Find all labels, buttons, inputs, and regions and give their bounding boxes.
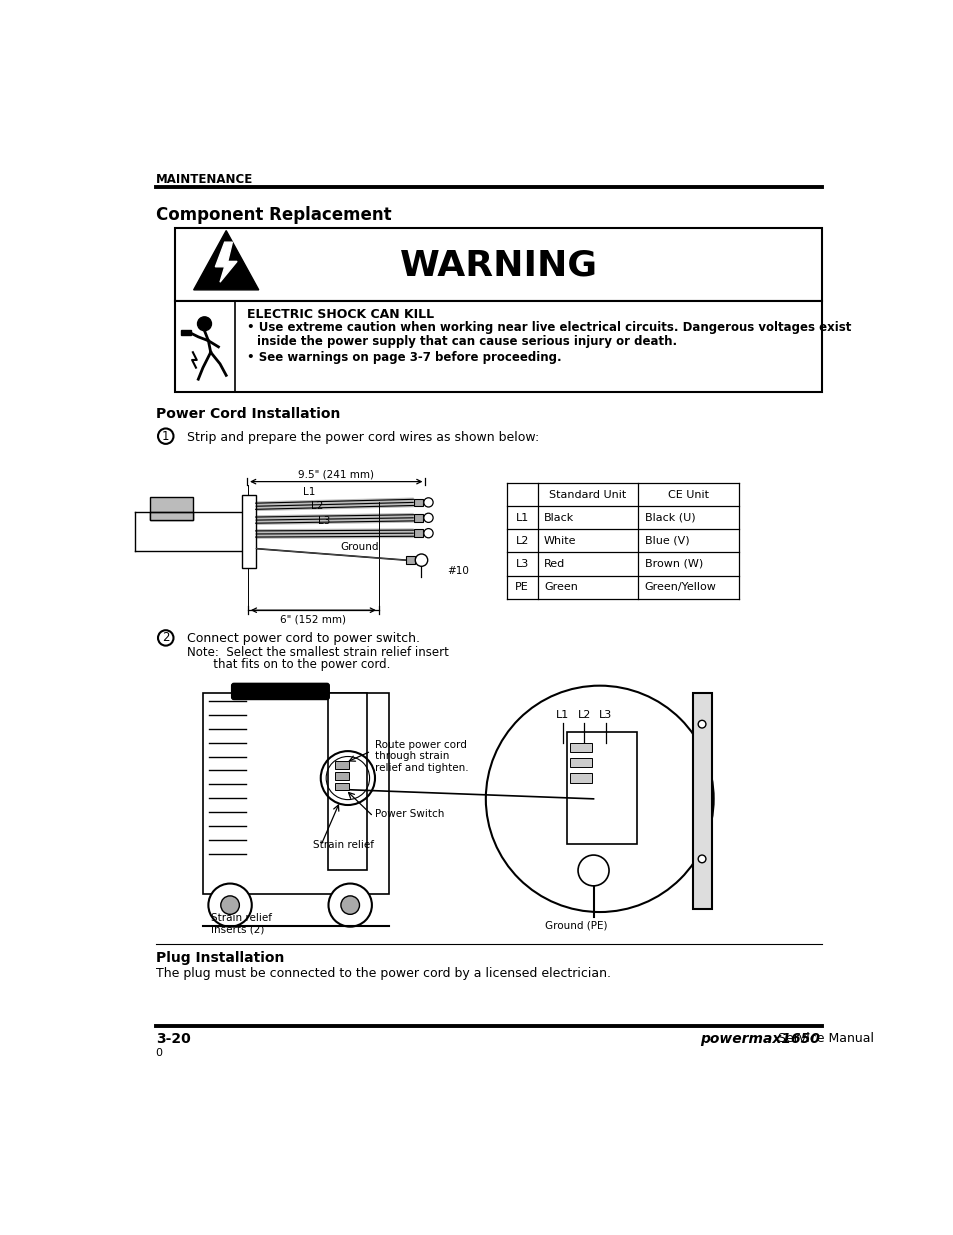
Text: L2: L2	[577, 710, 590, 720]
Text: that fits on to the power cord.: that fits on to the power cord.	[187, 658, 391, 671]
Text: Ground (PE): Ground (PE)	[545, 920, 607, 930]
Polygon shape	[193, 231, 258, 290]
Text: L3: L3	[318, 516, 331, 526]
Text: 0: 0	[155, 1047, 163, 1057]
Text: #10: #10	[447, 567, 469, 577]
Circle shape	[423, 529, 433, 537]
FancyBboxPatch shape	[232, 683, 329, 699]
Circle shape	[415, 555, 427, 567]
Circle shape	[578, 855, 608, 885]
Text: Connect power cord to power switch.: Connect power cord to power switch.	[187, 632, 420, 645]
Text: Green/Yellow: Green/Yellow	[644, 582, 716, 592]
Circle shape	[423, 514, 433, 522]
Bar	[150, 511, 193, 520]
Text: Red: Red	[543, 559, 564, 569]
Text: Brown (W): Brown (W)	[644, 559, 702, 569]
Text: Blue (V): Blue (V)	[644, 536, 689, 546]
Text: L1: L1	[515, 513, 528, 522]
Text: WARNING: WARNING	[399, 248, 598, 283]
Text: The plug must be connected to the power cord by a licensed electrician.: The plug must be connected to the power …	[155, 967, 610, 981]
Text: Black: Black	[543, 513, 574, 522]
Bar	[150, 496, 193, 520]
Text: 9.5" (241 mm): 9.5" (241 mm)	[298, 469, 374, 479]
Circle shape	[197, 317, 212, 331]
Text: Service Manual: Service Manual	[769, 1032, 873, 1045]
Text: powermax1650: powermax1650	[700, 1032, 820, 1046]
Text: L2: L2	[515, 536, 528, 546]
Bar	[328, 693, 367, 871]
Text: Power Cord Installation: Power Cord Installation	[155, 406, 339, 421]
Bar	[174, 227, 821, 300]
Text: L3: L3	[515, 559, 528, 569]
Text: Green: Green	[543, 582, 578, 592]
Bar	[174, 300, 821, 391]
Text: L1: L1	[303, 487, 315, 496]
Bar	[203, 693, 389, 894]
Bar	[414, 514, 422, 521]
Text: L3: L3	[598, 710, 612, 720]
Circle shape	[328, 883, 372, 926]
Text: L2: L2	[311, 501, 323, 511]
Bar	[335, 772, 348, 779]
Circle shape	[220, 895, 239, 914]
Circle shape	[340, 895, 359, 914]
Text: Ground: Ground	[340, 542, 378, 552]
Bar	[181, 330, 191, 336]
Text: 2: 2	[162, 631, 170, 645]
Text: Power Switch: Power Switch	[375, 809, 444, 819]
Text: 6" (152 mm): 6" (152 mm)	[280, 614, 346, 624]
Text: CE Unit: CE Unit	[668, 490, 709, 500]
Text: PE: PE	[515, 582, 529, 592]
Bar	[406, 556, 415, 564]
Bar	[570, 742, 592, 752]
Bar	[570, 758, 592, 767]
Text: Black (U): Black (U)	[644, 513, 695, 522]
Circle shape	[485, 685, 713, 911]
Text: 3-20: 3-20	[155, 1032, 191, 1046]
Polygon shape	[215, 242, 236, 282]
Bar	[241, 495, 255, 568]
Bar	[414, 530, 422, 537]
Circle shape	[208, 883, 252, 926]
Text: Note:  Select the smallest strain relief insert: Note: Select the smallest strain relief …	[187, 646, 449, 658]
Bar	[567, 732, 637, 844]
Text: • Use extreme caution when working near live electrical circuits. Dangerous volt: • Use extreme caution when working near …	[247, 321, 851, 333]
Text: inside the power supply that can cause serious injury or death.: inside the power supply that can cause s…	[257, 335, 677, 347]
Bar	[414, 499, 422, 506]
Circle shape	[423, 498, 433, 508]
Bar	[692, 693, 711, 909]
Text: Plug Installation: Plug Installation	[155, 951, 284, 965]
Bar	[335, 761, 348, 769]
Text: Standard Unit: Standard Unit	[549, 490, 626, 500]
Text: Strain relief
inserts (2): Strain relief inserts (2)	[211, 913, 272, 935]
Text: Strain relief: Strain relief	[313, 840, 374, 850]
Text: MAINTENANCE: MAINTENANCE	[155, 173, 253, 185]
Text: Component Replacement: Component Replacement	[155, 206, 391, 224]
Bar	[335, 783, 348, 790]
Text: Strip and prepare the power cord wires as shown below:: Strip and prepare the power cord wires a…	[187, 431, 539, 443]
Text: • See warnings on page 3-7 before proceeding.: • See warnings on page 3-7 before procee…	[247, 352, 561, 364]
Text: L1: L1	[556, 710, 569, 720]
Circle shape	[698, 855, 705, 863]
Text: Route power cord
through strain
relief and tighten.: Route power cord through strain relief a…	[375, 740, 468, 773]
Text: 1: 1	[162, 430, 170, 442]
Text: ELECTRIC SHOCK CAN KILL: ELECTRIC SHOCK CAN KILL	[247, 308, 434, 321]
Bar	[570, 773, 592, 783]
Circle shape	[698, 720, 705, 727]
Text: White: White	[543, 536, 576, 546]
